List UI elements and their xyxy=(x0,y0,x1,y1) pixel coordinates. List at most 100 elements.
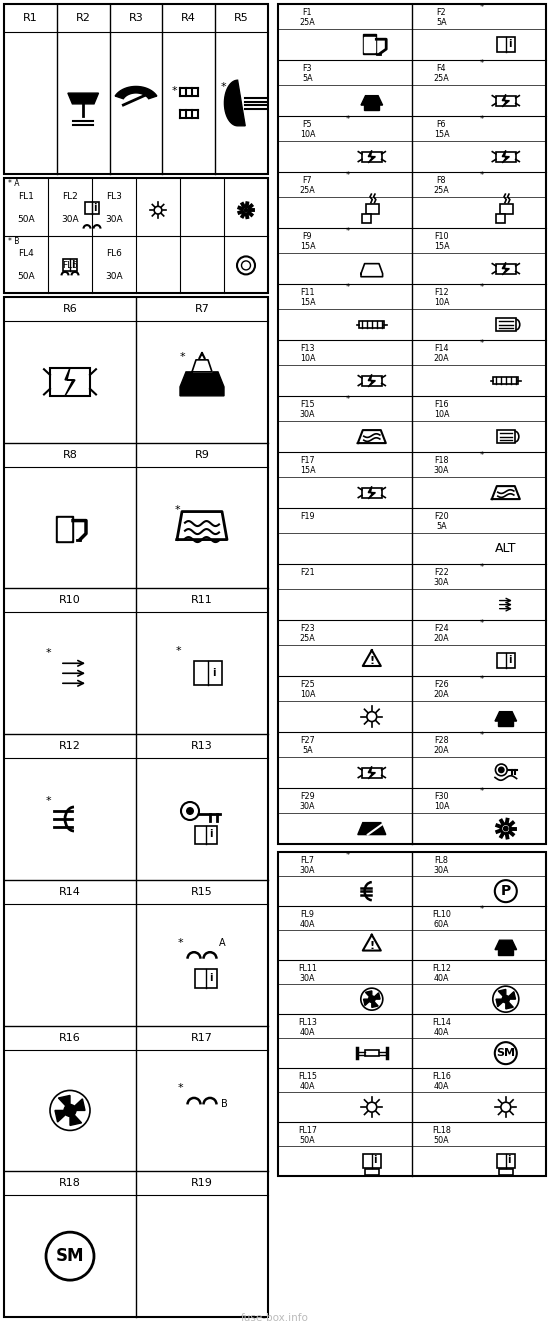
Text: *: * xyxy=(221,83,227,92)
Text: 40A: 40A xyxy=(300,920,315,929)
Text: i: i xyxy=(373,1155,377,1165)
Text: F12: F12 xyxy=(434,289,449,297)
Text: *: * xyxy=(480,905,484,914)
Polygon shape xyxy=(358,823,386,835)
Text: *: * xyxy=(480,619,484,628)
Text: 20A: 20A xyxy=(433,635,449,643)
Circle shape xyxy=(504,827,508,831)
Text: !: ! xyxy=(369,656,375,666)
Bar xyxy=(365,1169,378,1175)
Text: F1: F1 xyxy=(302,8,312,17)
Text: R13: R13 xyxy=(191,741,213,751)
Text: 25A: 25A xyxy=(300,19,315,28)
Text: 10A: 10A xyxy=(300,691,315,699)
Polygon shape xyxy=(498,989,506,1000)
Text: *: * xyxy=(345,228,350,237)
Text: *: * xyxy=(480,563,484,572)
Text: *: * xyxy=(480,60,484,68)
Circle shape xyxy=(361,988,383,1010)
Bar xyxy=(493,378,519,383)
Text: 40A: 40A xyxy=(434,974,449,982)
Text: F18: F18 xyxy=(434,457,449,466)
Text: i: i xyxy=(208,829,212,840)
Text: A: A xyxy=(219,938,225,948)
Text: FL1: FL1 xyxy=(18,192,34,201)
Polygon shape xyxy=(364,1000,372,1005)
Text: F28: F28 xyxy=(434,736,449,745)
Bar xyxy=(362,487,382,498)
Text: FL12: FL12 xyxy=(432,964,451,973)
Text: FL15: FL15 xyxy=(298,1071,317,1081)
Text: R18: R18 xyxy=(59,1178,81,1189)
Text: 5A: 5A xyxy=(302,747,313,756)
Text: 30A: 30A xyxy=(434,579,449,587)
Bar xyxy=(365,1050,379,1057)
Text: F23: F23 xyxy=(300,624,315,634)
Polygon shape xyxy=(115,87,157,98)
Circle shape xyxy=(237,257,255,274)
Text: FL3: FL3 xyxy=(106,192,122,201)
Text: 30A: 30A xyxy=(61,214,79,224)
Text: 25A: 25A xyxy=(433,75,449,84)
Text: R4: R4 xyxy=(182,13,196,23)
Text: *: * xyxy=(177,938,183,948)
Text: FL7: FL7 xyxy=(300,856,315,865)
Text: i: i xyxy=(507,1155,511,1165)
Circle shape xyxy=(244,209,248,212)
Bar xyxy=(498,949,514,954)
Text: FL9: FL9 xyxy=(300,910,315,918)
Circle shape xyxy=(496,764,507,776)
Text: * B: * B xyxy=(8,237,20,246)
Polygon shape xyxy=(224,80,245,126)
Text: P: P xyxy=(500,884,511,898)
Polygon shape xyxy=(70,1110,81,1126)
Text: F20: F20 xyxy=(434,512,449,522)
Circle shape xyxy=(181,803,199,820)
Text: *: * xyxy=(480,339,484,349)
Text: 30A: 30A xyxy=(105,214,123,224)
Text: 15A: 15A xyxy=(433,242,449,252)
Text: i: i xyxy=(93,202,97,213)
Bar xyxy=(496,318,516,331)
Bar xyxy=(4,4,268,174)
Circle shape xyxy=(46,1233,94,1280)
Polygon shape xyxy=(495,940,516,949)
Text: R17: R17 xyxy=(191,1033,213,1042)
Polygon shape xyxy=(68,93,98,104)
Circle shape xyxy=(186,807,194,815)
Polygon shape xyxy=(372,1000,378,1008)
Polygon shape xyxy=(368,150,376,162)
Text: *: * xyxy=(480,675,484,684)
Bar xyxy=(364,37,375,52)
Text: F7: F7 xyxy=(302,176,312,185)
Circle shape xyxy=(64,1105,76,1117)
Circle shape xyxy=(493,986,519,1012)
Text: SM: SM xyxy=(496,1047,515,1058)
Circle shape xyxy=(367,1102,377,1113)
Text: *: * xyxy=(480,787,484,796)
Polygon shape xyxy=(192,359,212,371)
Bar xyxy=(366,204,379,214)
Bar xyxy=(278,4,546,844)
Text: F15: F15 xyxy=(300,401,315,410)
Bar xyxy=(278,852,546,1177)
Text: F25: F25 xyxy=(300,680,315,689)
Bar xyxy=(195,969,217,988)
Text: 40A: 40A xyxy=(434,1028,449,1037)
Polygon shape xyxy=(368,486,376,499)
Bar xyxy=(194,662,222,685)
Text: *: * xyxy=(480,731,484,740)
Text: F26: F26 xyxy=(434,680,449,689)
Polygon shape xyxy=(506,992,515,1000)
Circle shape xyxy=(500,823,511,835)
Text: F5: F5 xyxy=(302,120,312,129)
Text: FL16: FL16 xyxy=(432,1071,451,1081)
Polygon shape xyxy=(502,150,509,162)
Bar xyxy=(4,297,268,1316)
Text: i: i xyxy=(212,668,216,677)
Bar xyxy=(496,152,516,161)
Text: FL11: FL11 xyxy=(298,964,317,973)
Text: *: * xyxy=(45,648,51,659)
Text: *: * xyxy=(174,504,180,515)
Text: i: i xyxy=(508,655,511,666)
